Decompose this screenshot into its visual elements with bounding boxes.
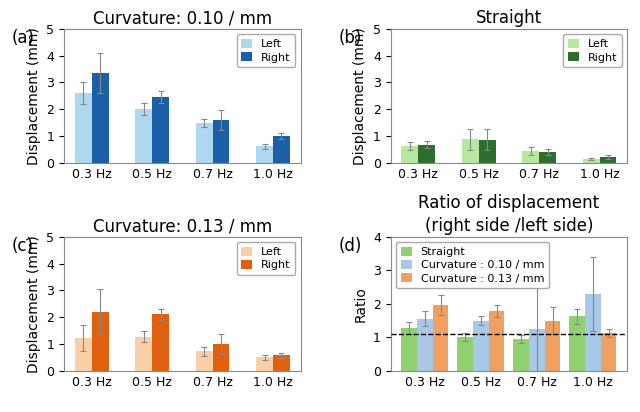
Bar (539, 152, 556, 163)
Bar (417, 319, 433, 371)
Bar (545, 321, 561, 371)
Y-axis label: Ratio: Ratio (353, 286, 367, 322)
Bar (135, 337, 152, 371)
Text: (b): (b) (339, 29, 362, 47)
Bar (529, 329, 545, 371)
Bar (570, 316, 585, 371)
Bar (75, 93, 92, 163)
Bar (479, 140, 495, 163)
Title: Curvature: 0.10 / mm: Curvature: 0.10 / mm (93, 9, 272, 27)
Title: Curvature: 0.13 / mm: Curvature: 0.13 / mm (93, 217, 272, 235)
Bar (458, 337, 473, 371)
Bar (582, 159, 600, 163)
Legend: Left, Right: Left, Right (563, 34, 621, 67)
Bar (152, 97, 169, 163)
Legend: Straight, Curvature : 0.10 / mm, Curvature : 0.13 / mm: Straight, Curvature : 0.10 / mm, Curvatu… (396, 242, 548, 288)
Y-axis label: Displacement (mm): Displacement (mm) (27, 27, 41, 165)
Legend: Left, Right: Left, Right (237, 34, 295, 67)
Text: (a): (a) (12, 29, 35, 47)
Text: (d): (d) (339, 237, 362, 255)
Text: (c): (c) (12, 237, 34, 255)
Bar (401, 146, 418, 163)
Bar (273, 136, 290, 163)
Bar (522, 151, 539, 163)
Y-axis label: Displacement (mm): Displacement (mm) (353, 27, 367, 165)
Bar (256, 357, 273, 371)
Bar (75, 338, 92, 371)
Bar (585, 294, 601, 371)
Y-axis label: Displacement (mm): Displacement (mm) (27, 235, 41, 372)
Bar (196, 351, 212, 371)
Bar (212, 120, 230, 163)
Bar (92, 73, 109, 163)
Legend: Left, Right: Left, Right (237, 242, 295, 275)
Bar (273, 355, 290, 371)
Bar (433, 305, 449, 371)
Bar (461, 139, 479, 163)
Title: Straight: Straight (476, 9, 542, 27)
Title: Ratio of displacement
(right side /left side): Ratio of displacement (right side /left … (419, 194, 600, 235)
Bar (489, 311, 504, 371)
Bar (513, 339, 529, 371)
Bar (92, 312, 109, 371)
Bar (401, 328, 417, 371)
Bar (418, 145, 435, 163)
Bar (256, 146, 273, 163)
Bar (473, 321, 489, 371)
Bar (600, 157, 616, 163)
Bar (135, 109, 152, 163)
Bar (196, 123, 212, 163)
Bar (212, 344, 230, 371)
Bar (152, 314, 169, 371)
Bar (601, 333, 616, 371)
